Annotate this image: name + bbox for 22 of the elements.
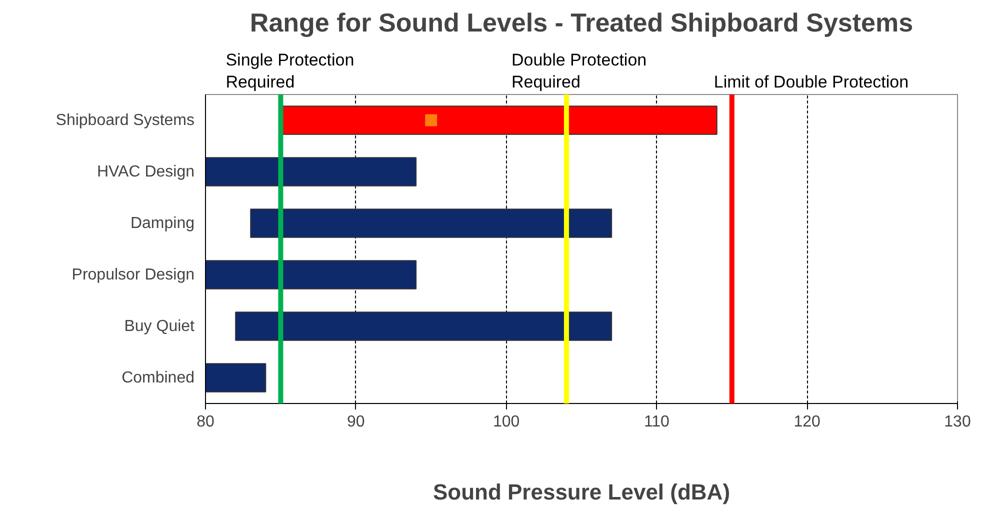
bar bbox=[206, 260, 417, 290]
x-tick-label: 90 bbox=[347, 414, 365, 430]
x-tick-label: 110 bbox=[644, 414, 670, 430]
x-axis-title: Sound Pressure Level (dBA) bbox=[432, 480, 730, 504]
x-tick-label: 120 bbox=[794, 414, 821, 430]
y-tick-label: Damping bbox=[130, 214, 194, 232]
bar bbox=[250, 208, 612, 238]
ref-line-label: Single Protection Required bbox=[226, 50, 354, 92]
x-tick-label: 130 bbox=[944, 414, 971, 430]
y-tick-label: HVAC Design bbox=[96, 163, 194, 180]
ref-line-label: Limit of Double Protection bbox=[714, 72, 909, 92]
bar bbox=[206, 363, 266, 392]
x-tick-label: 100 bbox=[492, 414, 520, 430]
chart-title: Range for Sound Levels - Treated Shipboard Systems bbox=[250, 8, 914, 38]
ref-line-label: Double Protection Required bbox=[511, 50, 647, 92]
x-tick-label: 80 bbox=[196, 414, 214, 430]
y-tick-label: Buy Quiet bbox=[124, 318, 196, 335]
y-tick-label: Combined bbox=[122, 369, 195, 386]
bar bbox=[206, 157, 417, 186]
y-tick-label: Propulsor Design bbox=[72, 266, 195, 284]
bar bbox=[235, 312, 612, 341]
y-tick-label: Shipboard Systems bbox=[56, 112, 194, 129]
